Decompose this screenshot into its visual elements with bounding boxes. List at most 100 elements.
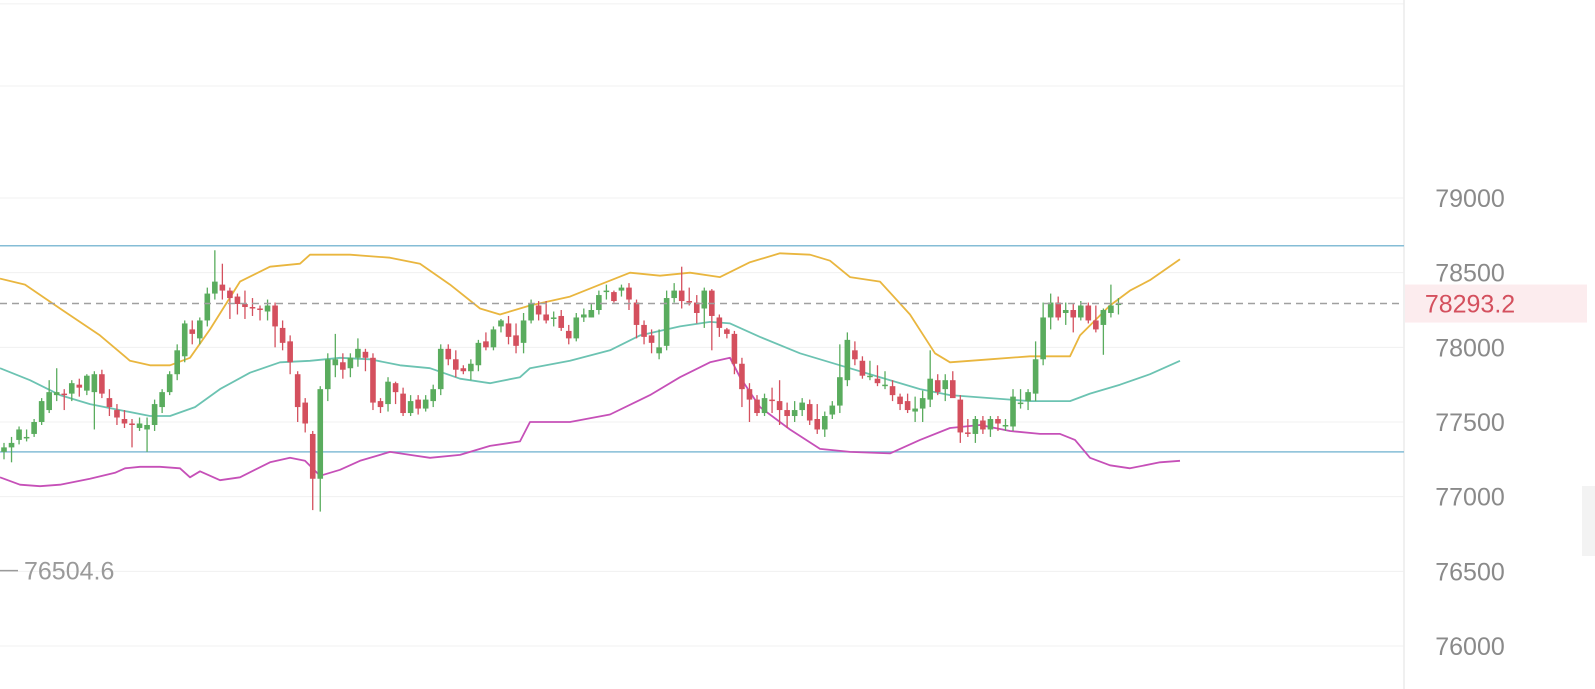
candle-body bbox=[603, 290, 610, 293]
candle-body bbox=[309, 433, 316, 479]
candle bbox=[769, 387, 775, 414]
candle bbox=[166, 371, 173, 396]
candle bbox=[279, 320, 286, 351]
candle bbox=[565, 324, 572, 345]
candle-body bbox=[498, 320, 504, 327]
candle-body bbox=[837, 377, 843, 406]
y-tick-label: 77500 bbox=[1435, 409, 1505, 437]
candle-body bbox=[422, 399, 429, 409]
candle bbox=[204, 287, 211, 327]
candle bbox=[844, 332, 851, 387]
candle-body bbox=[776, 401, 783, 411]
candle bbox=[1010, 389, 1016, 431]
candle-body bbox=[355, 348, 361, 358]
candle-body bbox=[1093, 320, 1099, 330]
candle bbox=[618, 284, 625, 297]
candle-body bbox=[377, 401, 384, 408]
candle-body bbox=[626, 287, 632, 300]
candle-body bbox=[121, 419, 128, 424]
candle-body bbox=[99, 374, 105, 394]
candle bbox=[422, 395, 429, 412]
candle bbox=[867, 360, 873, 381]
candle bbox=[821, 411, 828, 437]
candle bbox=[242, 290, 248, 319]
candle-body bbox=[294, 374, 301, 408]
candle-body bbox=[227, 290, 233, 299]
candle-body bbox=[219, 284, 226, 291]
candle-body bbox=[573, 317, 580, 339]
candle-body bbox=[980, 420, 986, 430]
candle bbox=[498, 318, 504, 333]
candle bbox=[995, 416, 1001, 431]
candle bbox=[84, 374, 90, 396]
candle-body bbox=[949, 380, 956, 399]
price-axis-scroll-handle[interactable] bbox=[1582, 486, 1595, 556]
candle-body bbox=[1010, 396, 1016, 427]
candle bbox=[151, 399, 158, 431]
candle-body bbox=[648, 335, 655, 343]
candle bbox=[445, 344, 452, 366]
candle bbox=[897, 393, 903, 411]
candle-body bbox=[852, 350, 858, 360]
candle bbox=[106, 389, 113, 417]
candle-body bbox=[159, 392, 165, 408]
candle bbox=[693, 295, 700, 324]
grid-lines bbox=[0, 3, 1404, 647]
candle bbox=[611, 290, 617, 303]
candle bbox=[324, 353, 331, 402]
candle bbox=[430, 384, 437, 408]
candles bbox=[1, 250, 1122, 512]
candle-body bbox=[942, 380, 949, 390]
candle-body bbox=[385, 381, 391, 405]
y-tick-label: 76500 bbox=[1435, 558, 1505, 586]
candle-body bbox=[919, 398, 926, 409]
candle-body bbox=[678, 290, 685, 302]
candle-body bbox=[1, 447, 7, 452]
candle bbox=[91, 371, 98, 430]
candle-body bbox=[272, 305, 278, 327]
candle-body bbox=[513, 335, 519, 346]
candle bbox=[76, 378, 83, 397]
candle-body bbox=[814, 419, 821, 430]
candle-body bbox=[633, 302, 640, 325]
candle-body bbox=[61, 393, 68, 396]
candle bbox=[355, 338, 361, 367]
candle-body bbox=[656, 347, 662, 354]
candle-body bbox=[1032, 359, 1039, 394]
candle bbox=[129, 419, 135, 448]
candle-body bbox=[701, 290, 708, 309]
candle bbox=[1017, 389, 1024, 409]
candle bbox=[212, 250, 218, 300]
candle-body bbox=[1047, 302, 1054, 318]
candle bbox=[724, 327, 730, 339]
candle bbox=[23, 429, 30, 442]
price-axis: 79000 78500 78000 77500 77000 76500 76000 bbox=[1435, 185, 1505, 661]
candle bbox=[1062, 302, 1069, 325]
candle-body bbox=[1055, 302, 1061, 318]
candle bbox=[663, 290, 670, 351]
candle-body bbox=[468, 363, 474, 372]
candle-body bbox=[1070, 310, 1077, 318]
y-tick-label: 77000 bbox=[1435, 484, 1505, 512]
candle-body bbox=[769, 399, 775, 402]
last-price-marker: 78293.2 bbox=[0, 284, 1587, 323]
candle-body bbox=[106, 398, 113, 408]
candle bbox=[934, 374, 941, 396]
candle-body bbox=[437, 348, 444, 390]
candle-body bbox=[1108, 305, 1114, 313]
candle bbox=[8, 436, 15, 463]
candle bbox=[912, 396, 918, 422]
candle-body bbox=[588, 310, 595, 318]
candle bbox=[294, 371, 301, 422]
candle-body bbox=[76, 384, 83, 388]
candle bbox=[829, 401, 836, 420]
candle-body bbox=[16, 429, 22, 440]
y-tick-label: 78000 bbox=[1435, 334, 1505, 362]
candle-body bbox=[528, 304, 534, 321]
candle bbox=[641, 320, 647, 345]
candle bbox=[219, 263, 226, 300]
candle bbox=[61, 389, 68, 411]
candle bbox=[46, 380, 52, 414]
candle-body bbox=[475, 342, 482, 366]
